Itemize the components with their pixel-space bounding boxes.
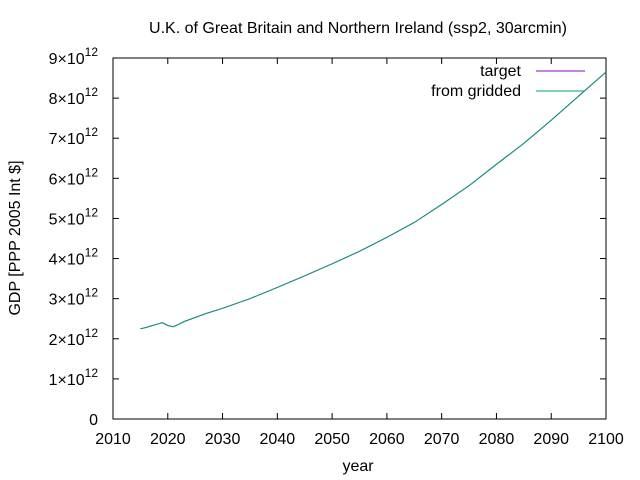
y-tick-mantissa: 7×10 bbox=[49, 131, 85, 148]
y-tick-exponent: 12 bbox=[85, 366, 99, 380]
y-tick-label: 7×1012 bbox=[49, 125, 99, 148]
y-tick-exponent: 12 bbox=[85, 45, 99, 59]
plot-frame bbox=[112, 57, 607, 420]
x-axis-ticks: 2010 2020 2030 2040 2050 2060 2070 2080 2090 2100 bbox=[95, 58, 624, 448]
x-tick-label: 2040 bbox=[260, 431, 296, 448]
y-tick-mantissa: 5×10 bbox=[49, 211, 85, 228]
chart-title: U.K. of Great Britain and Northern Irela… bbox=[149, 20, 567, 37]
y-tick-label: 4×1012 bbox=[49, 246, 99, 269]
y-tick-mantissa: 4×10 bbox=[49, 252, 85, 269]
legend-label: target bbox=[480, 63, 521, 80]
x-tick-label: 2030 bbox=[205, 431, 241, 448]
y-axis-ticks: 01×10122×10123×10124×10125×10126×10127×1… bbox=[49, 45, 606, 429]
y-tick-exponent: 12 bbox=[85, 286, 99, 300]
y-tick-mantissa: 3×10 bbox=[49, 292, 85, 309]
y-tick-label: 9×1012 bbox=[49, 45, 99, 68]
y-tick-label: 0 bbox=[89, 412, 98, 429]
y-tick-exponent: 12 bbox=[85, 205, 99, 219]
y-tick-exponent: 12 bbox=[85, 326, 99, 340]
y-tick-label: 1×1012 bbox=[49, 366, 99, 389]
x-axis-label: year bbox=[342, 458, 374, 475]
x-tick-label: 2070 bbox=[424, 431, 460, 448]
x-tick-label: 2060 bbox=[369, 431, 405, 448]
y-tick-mantissa: 8×10 bbox=[49, 91, 85, 108]
x-tick-label: 2090 bbox=[533, 431, 569, 448]
series-line-1 bbox=[140, 71, 607, 330]
y-tick-mantissa: 1×10 bbox=[49, 372, 85, 389]
x-tick-label: 2100 bbox=[588, 431, 624, 448]
y-tick-mantissa: 2×10 bbox=[49, 332, 85, 349]
x-tick-label: 2050 bbox=[314, 431, 350, 448]
y-tick-label: 5×1012 bbox=[49, 205, 99, 228]
y-tick-exponent: 12 bbox=[85, 85, 99, 99]
y-tick-mantissa: 6×10 bbox=[49, 171, 85, 188]
y-tick-exponent: 12 bbox=[85, 125, 99, 139]
y-tick-label: 8×1012 bbox=[49, 85, 99, 108]
y-axis-label: GDP [PPP 2005 Int $] bbox=[7, 160, 24, 315]
x-tick-label: 2020 bbox=[150, 431, 186, 448]
series-line-0 bbox=[140, 71, 607, 330]
y-tick-mantissa: 0 bbox=[89, 412, 98, 429]
x-tick-label: 2080 bbox=[479, 431, 515, 448]
y-tick-label: 2×1012 bbox=[49, 326, 99, 349]
x-tick-label: 2010 bbox=[95, 431, 131, 448]
y-tick-label: 3×1012 bbox=[49, 286, 99, 309]
legend: target from gridded bbox=[431, 63, 585, 100]
y-tick-mantissa: 9×10 bbox=[49, 51, 85, 68]
y-tick-label: 6×1012 bbox=[49, 165, 99, 188]
y-tick-exponent: 12 bbox=[85, 246, 99, 260]
y-tick-exponent: 12 bbox=[85, 165, 99, 179]
legend-label: from gridded bbox=[431, 83, 521, 100]
series-lines bbox=[140, 71, 607, 330]
